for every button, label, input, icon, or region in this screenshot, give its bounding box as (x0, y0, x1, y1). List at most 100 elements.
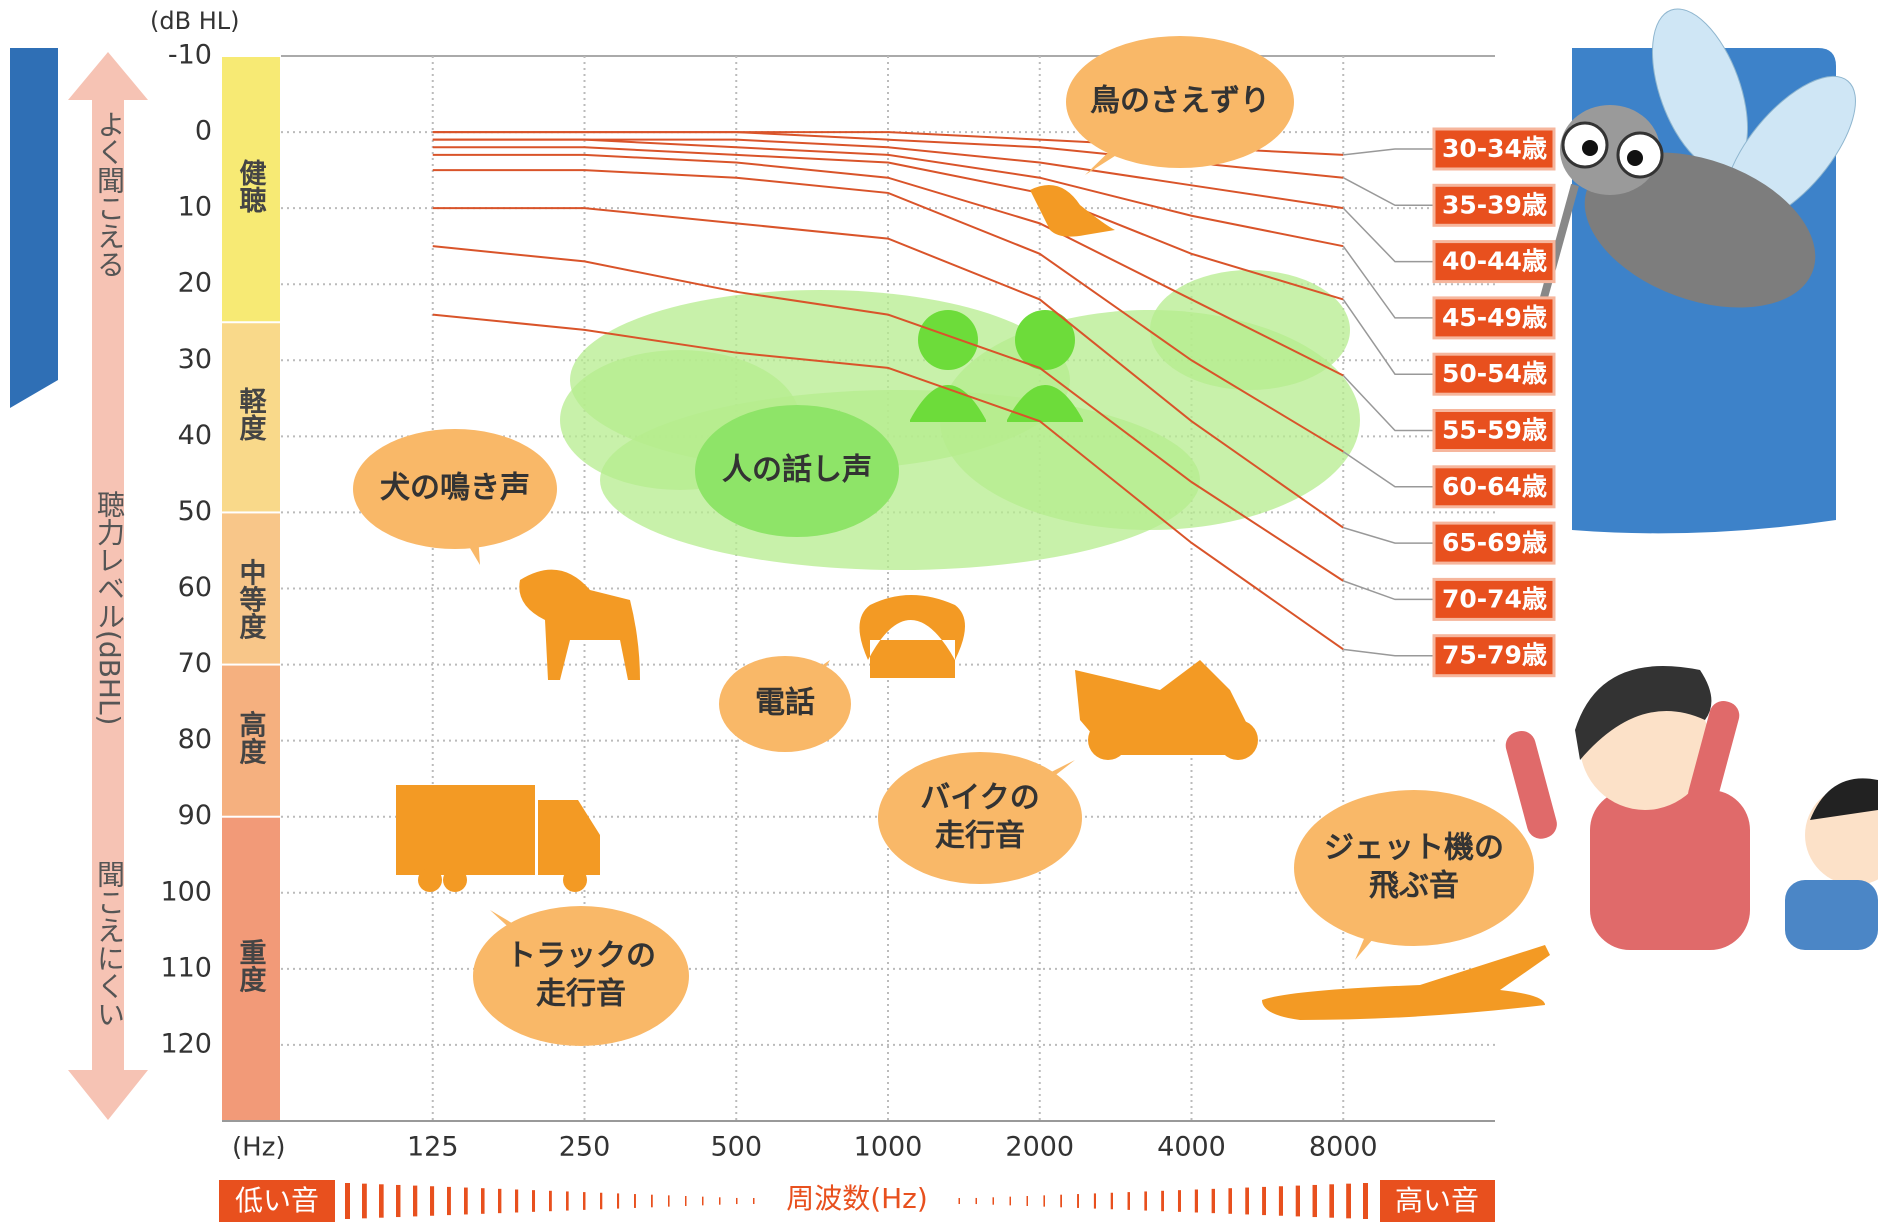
frequency-tick (532, 1190, 536, 1212)
side-label: よく聞こえる (93, 110, 126, 278)
motorbike-icon (1218, 720, 1258, 760)
x-tick-label: 2000 (1005, 1132, 1074, 1163)
truck-icon (563, 868, 587, 892)
frequency-tick (1295, 1185, 1300, 1217)
frequency-tick (1026, 1196, 1028, 1206)
annotation-text: 鳥のさえずり (1090, 84, 1270, 119)
band-label: 軽度 (235, 387, 267, 442)
frequency-tick (1177, 1190, 1181, 1212)
legend-box (1432, 296, 1556, 340)
low-sound-box (219, 1180, 335, 1222)
frequency-tick (1194, 1189, 1198, 1213)
frequency-tick (975, 1197, 977, 1205)
dog-icon (519, 569, 640, 680)
high-sound-box (1380, 1180, 1495, 1222)
hearing-band (222, 323, 280, 512)
frequency-tick (345, 1183, 350, 1219)
annotation-text: 飛ぶ音 (1369, 869, 1459, 904)
legend-label: 35-39歳 (1442, 190, 1547, 219)
age-curve (432, 313, 1344, 651)
age-curve (432, 138, 1344, 248)
hearing-band (222, 513, 280, 664)
band-label: 高度 (235, 709, 267, 765)
person-icon (1007, 385, 1083, 422)
legend-box (1432, 465, 1556, 509)
annotation-bubble (353, 429, 557, 549)
y-tick-label: 70 (178, 648, 212, 679)
y-tick-label: 20 (178, 268, 212, 299)
legend-box (1432, 634, 1556, 678)
x-tick-label: 250 (559, 1132, 611, 1163)
age-curve (432, 153, 1344, 377)
legend-label: 55-59歳 (1442, 416, 1547, 445)
frequency-tick (1043, 1195, 1045, 1207)
side-arrow (68, 52, 148, 1120)
legend-label: 40-44歳 (1442, 247, 1547, 276)
truck-icon (418, 868, 442, 892)
truck-icon (443, 868, 467, 892)
annotation-text: バイクの (920, 781, 1039, 816)
frequency-tick (702, 1196, 704, 1206)
y-tick-label: 100 (160, 876, 212, 907)
legend-box (1432, 183, 1556, 227)
frequency-tick (1278, 1186, 1283, 1216)
frequency-tick (498, 1188, 502, 1214)
age-curve (432, 245, 1344, 582)
person-icon (918, 310, 978, 370)
frequency-tick (549, 1190, 552, 1212)
annotation-text: トラックの (506, 939, 656, 974)
people-illustration (1505, 666, 1878, 950)
frequency-tick (447, 1186, 451, 1216)
y-tick-label: 30 (178, 344, 212, 375)
annotation-bubble (719, 656, 851, 752)
person-icon (1015, 310, 1075, 370)
motorbike-icon (1088, 720, 1128, 760)
y-tick-label: 40 (178, 420, 212, 451)
band-label: 重度 (235, 939, 267, 994)
frequency-tick (1077, 1194, 1079, 1208)
frequency-tick (992, 1197, 994, 1205)
hearing-band (222, 665, 280, 816)
connector (1342, 450, 1434, 488)
y-tick-label: 90 (178, 800, 212, 831)
frequency-tick (1144, 1191, 1147, 1211)
frequency-tick (685, 1196, 687, 1206)
y-unit: (dB HL) (150, 7, 239, 35)
y-tick-label: 50 (178, 496, 212, 527)
frequency-tick (1009, 1196, 1011, 1206)
legend-label: 65-69歳 (1442, 528, 1547, 557)
frequency-tick (651, 1194, 653, 1208)
frequency-tick (719, 1197, 721, 1205)
legend-box (1432, 521, 1556, 565)
side-label: 聴力レベル(dBHL) (93, 490, 126, 725)
hearing-band (222, 57, 280, 322)
y-tick-label: 120 (160, 1028, 212, 1059)
x-tick-label: 4000 (1157, 1132, 1226, 1163)
connector (1343, 148, 1434, 156)
x-tick-label: 1000 (854, 1132, 923, 1163)
frequency-tick (481, 1188, 485, 1214)
x-unit: (Hz) (232, 1133, 286, 1163)
annotation-text: 人の話し声 (722, 453, 872, 488)
x-tick-label: 8000 (1309, 1132, 1378, 1163)
frequency-tick (464, 1187, 468, 1215)
hearing-band (222, 817, 280, 1120)
legend-box (1432, 240, 1556, 284)
annotation-text: 走行音 (536, 977, 626, 1012)
legend-box (1432, 577, 1556, 621)
frequency-tick (634, 1194, 636, 1208)
annotation-text: ジェット機の (1324, 831, 1504, 866)
y-tick-label: 80 (178, 724, 212, 755)
connector (1343, 648, 1434, 657)
age-curve (432, 207, 1344, 529)
legend-label: 70-74歳 (1442, 584, 1547, 613)
legend-box (1432, 127, 1556, 171)
age-curve (432, 169, 1344, 453)
legend-label: 45-49歳 (1442, 303, 1547, 332)
bird-icon (1030, 185, 1115, 237)
connector (1342, 245, 1434, 319)
frequency-tick (736, 1197, 738, 1205)
band-label: 中等度 (235, 558, 267, 640)
frequency-tick (617, 1193, 620, 1209)
frequency-tick (1245, 1187, 1249, 1215)
